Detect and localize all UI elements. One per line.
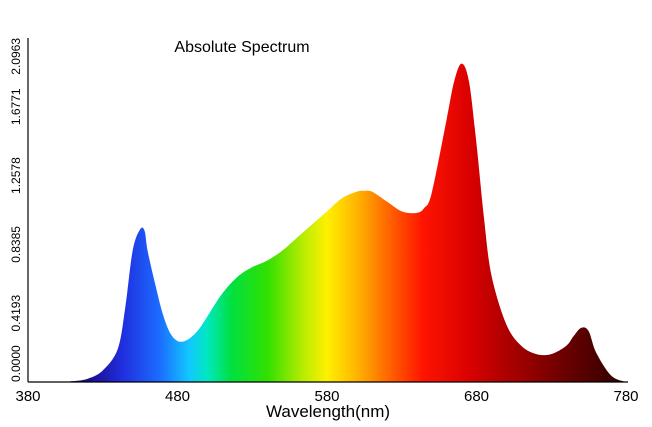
x-axis-label: Wavelength(nm) <box>266 402 390 421</box>
y-tick-label: 2.0963 <box>9 38 23 75</box>
y-tick-label: 0.8385 <box>9 226 23 263</box>
y-tick-label: 1.6771 <box>9 88 23 125</box>
x-tick-label: 580 <box>314 388 339 405</box>
x-tick-label: 480 <box>165 388 190 405</box>
y-tick-label: 0.0000 <box>9 345 23 382</box>
chart-title: Absolute Spectrum <box>174 39 309 56</box>
spectrum-area <box>28 63 626 383</box>
x-tick-label: 780 <box>613 388 638 405</box>
x-tick-label: 380 <box>15 388 40 405</box>
x-tick-labels: 380 480 580 680 780 <box>15 388 638 405</box>
x-tick-label: 680 <box>464 388 489 405</box>
y-tick-labels: 0.0000 0.4193 0.8385 1.2578 1.6771 2.0963 <box>9 38 23 382</box>
y-tick-label: 0.4193 <box>9 295 23 332</box>
y-tick-label: 1.2578 <box>9 157 23 194</box>
